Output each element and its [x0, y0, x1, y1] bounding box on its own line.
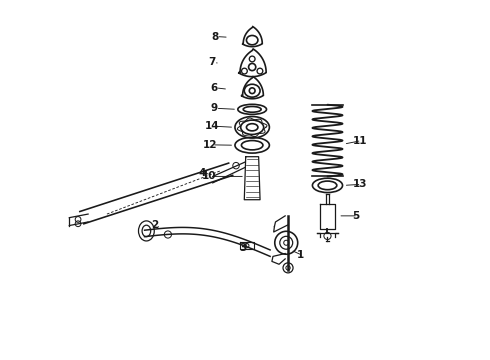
Text: 7: 7: [208, 57, 216, 67]
Text: 9: 9: [210, 103, 218, 113]
Polygon shape: [238, 49, 266, 77]
Polygon shape: [242, 27, 262, 47]
Text: 12: 12: [203, 140, 218, 150]
Text: 8: 8: [211, 32, 218, 41]
Text: 2: 2: [151, 220, 158, 230]
Text: 14: 14: [205, 121, 220, 131]
Text: 11: 11: [352, 136, 367, 145]
Text: 13: 13: [352, 179, 367, 189]
Text: 4: 4: [198, 168, 206, 178]
Text: 1: 1: [297, 250, 304, 260]
Text: 3: 3: [240, 243, 247, 253]
Text: 5: 5: [352, 211, 360, 221]
Polygon shape: [241, 77, 263, 99]
Text: 6: 6: [210, 83, 218, 93]
Text: 10: 10: [202, 171, 217, 181]
